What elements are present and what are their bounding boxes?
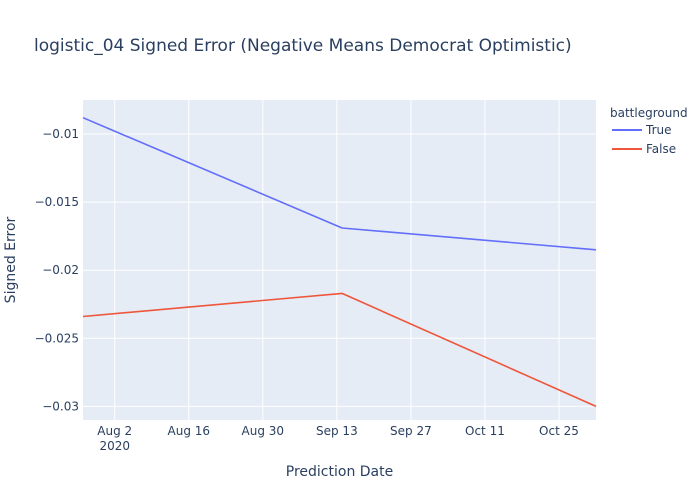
x-tick-label: Oct 25 xyxy=(539,424,579,438)
x-tick-label: Aug 30 xyxy=(242,424,285,438)
x-tick-label: Oct 11 xyxy=(465,424,505,438)
y-tick-label: −0.025 xyxy=(35,331,79,345)
legend-item-false[interactable]: False xyxy=(612,142,676,156)
legend-item-true[interactable]: True xyxy=(612,123,672,137)
y-axis-title: Signed Error xyxy=(3,216,19,303)
series-line-true xyxy=(82,116,597,251)
legend-label: True xyxy=(645,123,672,137)
y-axis-ticks: −0.01 −0.015 −0.02 −0.025 −0.03 xyxy=(35,127,79,413)
y-tick-label: −0.03 xyxy=(42,399,79,413)
grid xyxy=(83,100,596,420)
series-lines xyxy=(82,116,597,408)
x-tick-sublabel: 2020 xyxy=(99,439,130,453)
x-tick-label: Sep 27 xyxy=(390,424,432,438)
x-tick-label: Aug 16 xyxy=(168,424,211,438)
y-tick-label: −0.01 xyxy=(42,127,79,141)
series-line-false xyxy=(82,292,597,408)
y-tick-label: −0.02 xyxy=(42,263,79,277)
chart-title: logistic_04 Signed Error (Negative Means… xyxy=(34,36,572,56)
x-tick-label: Sep 13 xyxy=(316,424,358,438)
legend[interactable]: battleground True False xyxy=(610,106,688,156)
legend-label: False xyxy=(646,142,676,156)
legend-title: battleground xyxy=(610,106,688,120)
y-tick-label: −0.015 xyxy=(35,195,79,209)
x-tick-label: Aug 2 xyxy=(97,424,132,438)
x-axis-title: Prediction Date xyxy=(286,464,393,480)
